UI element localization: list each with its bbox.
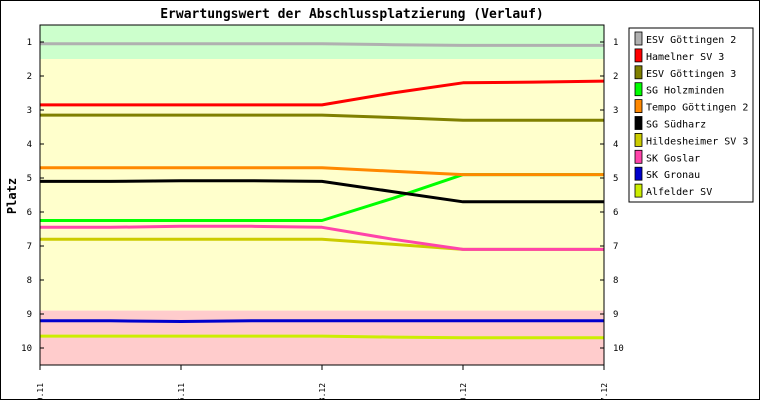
y-tick-label: 10	[21, 344, 32, 354]
x-axis-ticks: 19.11 26.11 03.12 10.12 17.12	[36, 365, 609, 400]
series-line	[40, 179, 604, 204]
legend-label: SG Südharz	[646, 120, 706, 131]
background-bands	[40, 25, 604, 365]
chart-title: Erwartungswert der Abschlussplatzierung …	[160, 7, 544, 22]
legend-box	[628, 27, 754, 203]
legend-swatch	[634, 183, 643, 198]
y-tick-label: 9	[613, 310, 618, 320]
y-tick-label: 5	[27, 174, 32, 184]
y-tick-label: 10	[613, 344, 624, 354]
legend-label: SK Goslar	[646, 153, 700, 164]
series-line	[40, 42, 604, 47]
legend-swatch	[634, 166, 643, 181]
legend-label: ESV Göttingen 2	[646, 35, 736, 46]
legend-label: Alfelder SV	[646, 187, 712, 198]
series-line	[40, 113, 604, 122]
x-tick-label: 10.12	[459, 383, 468, 400]
legend-swatch	[634, 82, 643, 97]
y-axis-label: Platz	[5, 178, 19, 214]
background-band	[40, 59, 604, 311]
legend-label: SG Holzminden	[646, 86, 724, 97]
legend-swatch	[634, 65, 643, 80]
y-tick-label: 7	[613, 242, 618, 252]
legend-swatch	[634, 99, 643, 113]
series-line	[40, 319, 604, 323]
series-line	[40, 224, 604, 251]
x-tick-label: 17.12	[600, 383, 609, 400]
y-tick-label: 9	[27, 310, 32, 320]
y-tick-label: 8	[613, 276, 618, 286]
y-tick-label: 2	[27, 72, 32, 82]
legend-swatch	[634, 116, 643, 130]
y-tick-label: 1	[27, 38, 32, 48]
legend-label: ESV Göttingen 3	[646, 69, 736, 80]
y-tick-label: 8	[27, 276, 32, 286]
y-tick-label: 4	[613, 140, 618, 150]
y-tick-label: 7	[27, 242, 32, 252]
x-tick-label: 19.11	[36, 383, 45, 400]
y-axis-ticks: 1 1 2 2 3 3 4 4 5 5 6 6 7 7 8 8 9 9 10 10	[21, 38, 624, 354]
x-tick-label: 03.12	[318, 383, 327, 400]
legend-swatch	[634, 149, 643, 164]
y-tick-label: 3	[27, 106, 32, 116]
legend-label: Tempo Göttingen 2	[646, 103, 748, 114]
y-tick-label: 3	[613, 106, 618, 116]
y-tick-label: 4	[27, 140, 32, 150]
y-tick-label: 1	[613, 38, 618, 48]
series-line	[40, 334, 604, 340]
legend: ESV Göttingen 2 Hamelner SV 3 ESV Göttinge…	[628, 27, 754, 203]
series-line	[40, 166, 604, 177]
y-tick-label: 2	[613, 72, 618, 82]
legend-swatch	[634, 31, 643, 46]
background-band	[40, 25, 604, 59]
series-line	[40, 79, 605, 107]
y-tick-label: 6	[613, 208, 618, 218]
legend-label: Hildesheimer SV 3	[646, 136, 748, 147]
series-lines	[40, 42, 605, 340]
y-tick-label: 5	[613, 174, 618, 184]
legend-label: Hamelner SV 3	[646, 52, 724, 63]
y-tick-label: 6	[27, 208, 32, 218]
legend-swatch	[634, 48, 643, 63]
legend-swatch	[634, 132, 643, 147]
x-tick-label: 26.11	[177, 383, 186, 400]
legend-label: SK Gronau	[646, 170, 700, 181]
